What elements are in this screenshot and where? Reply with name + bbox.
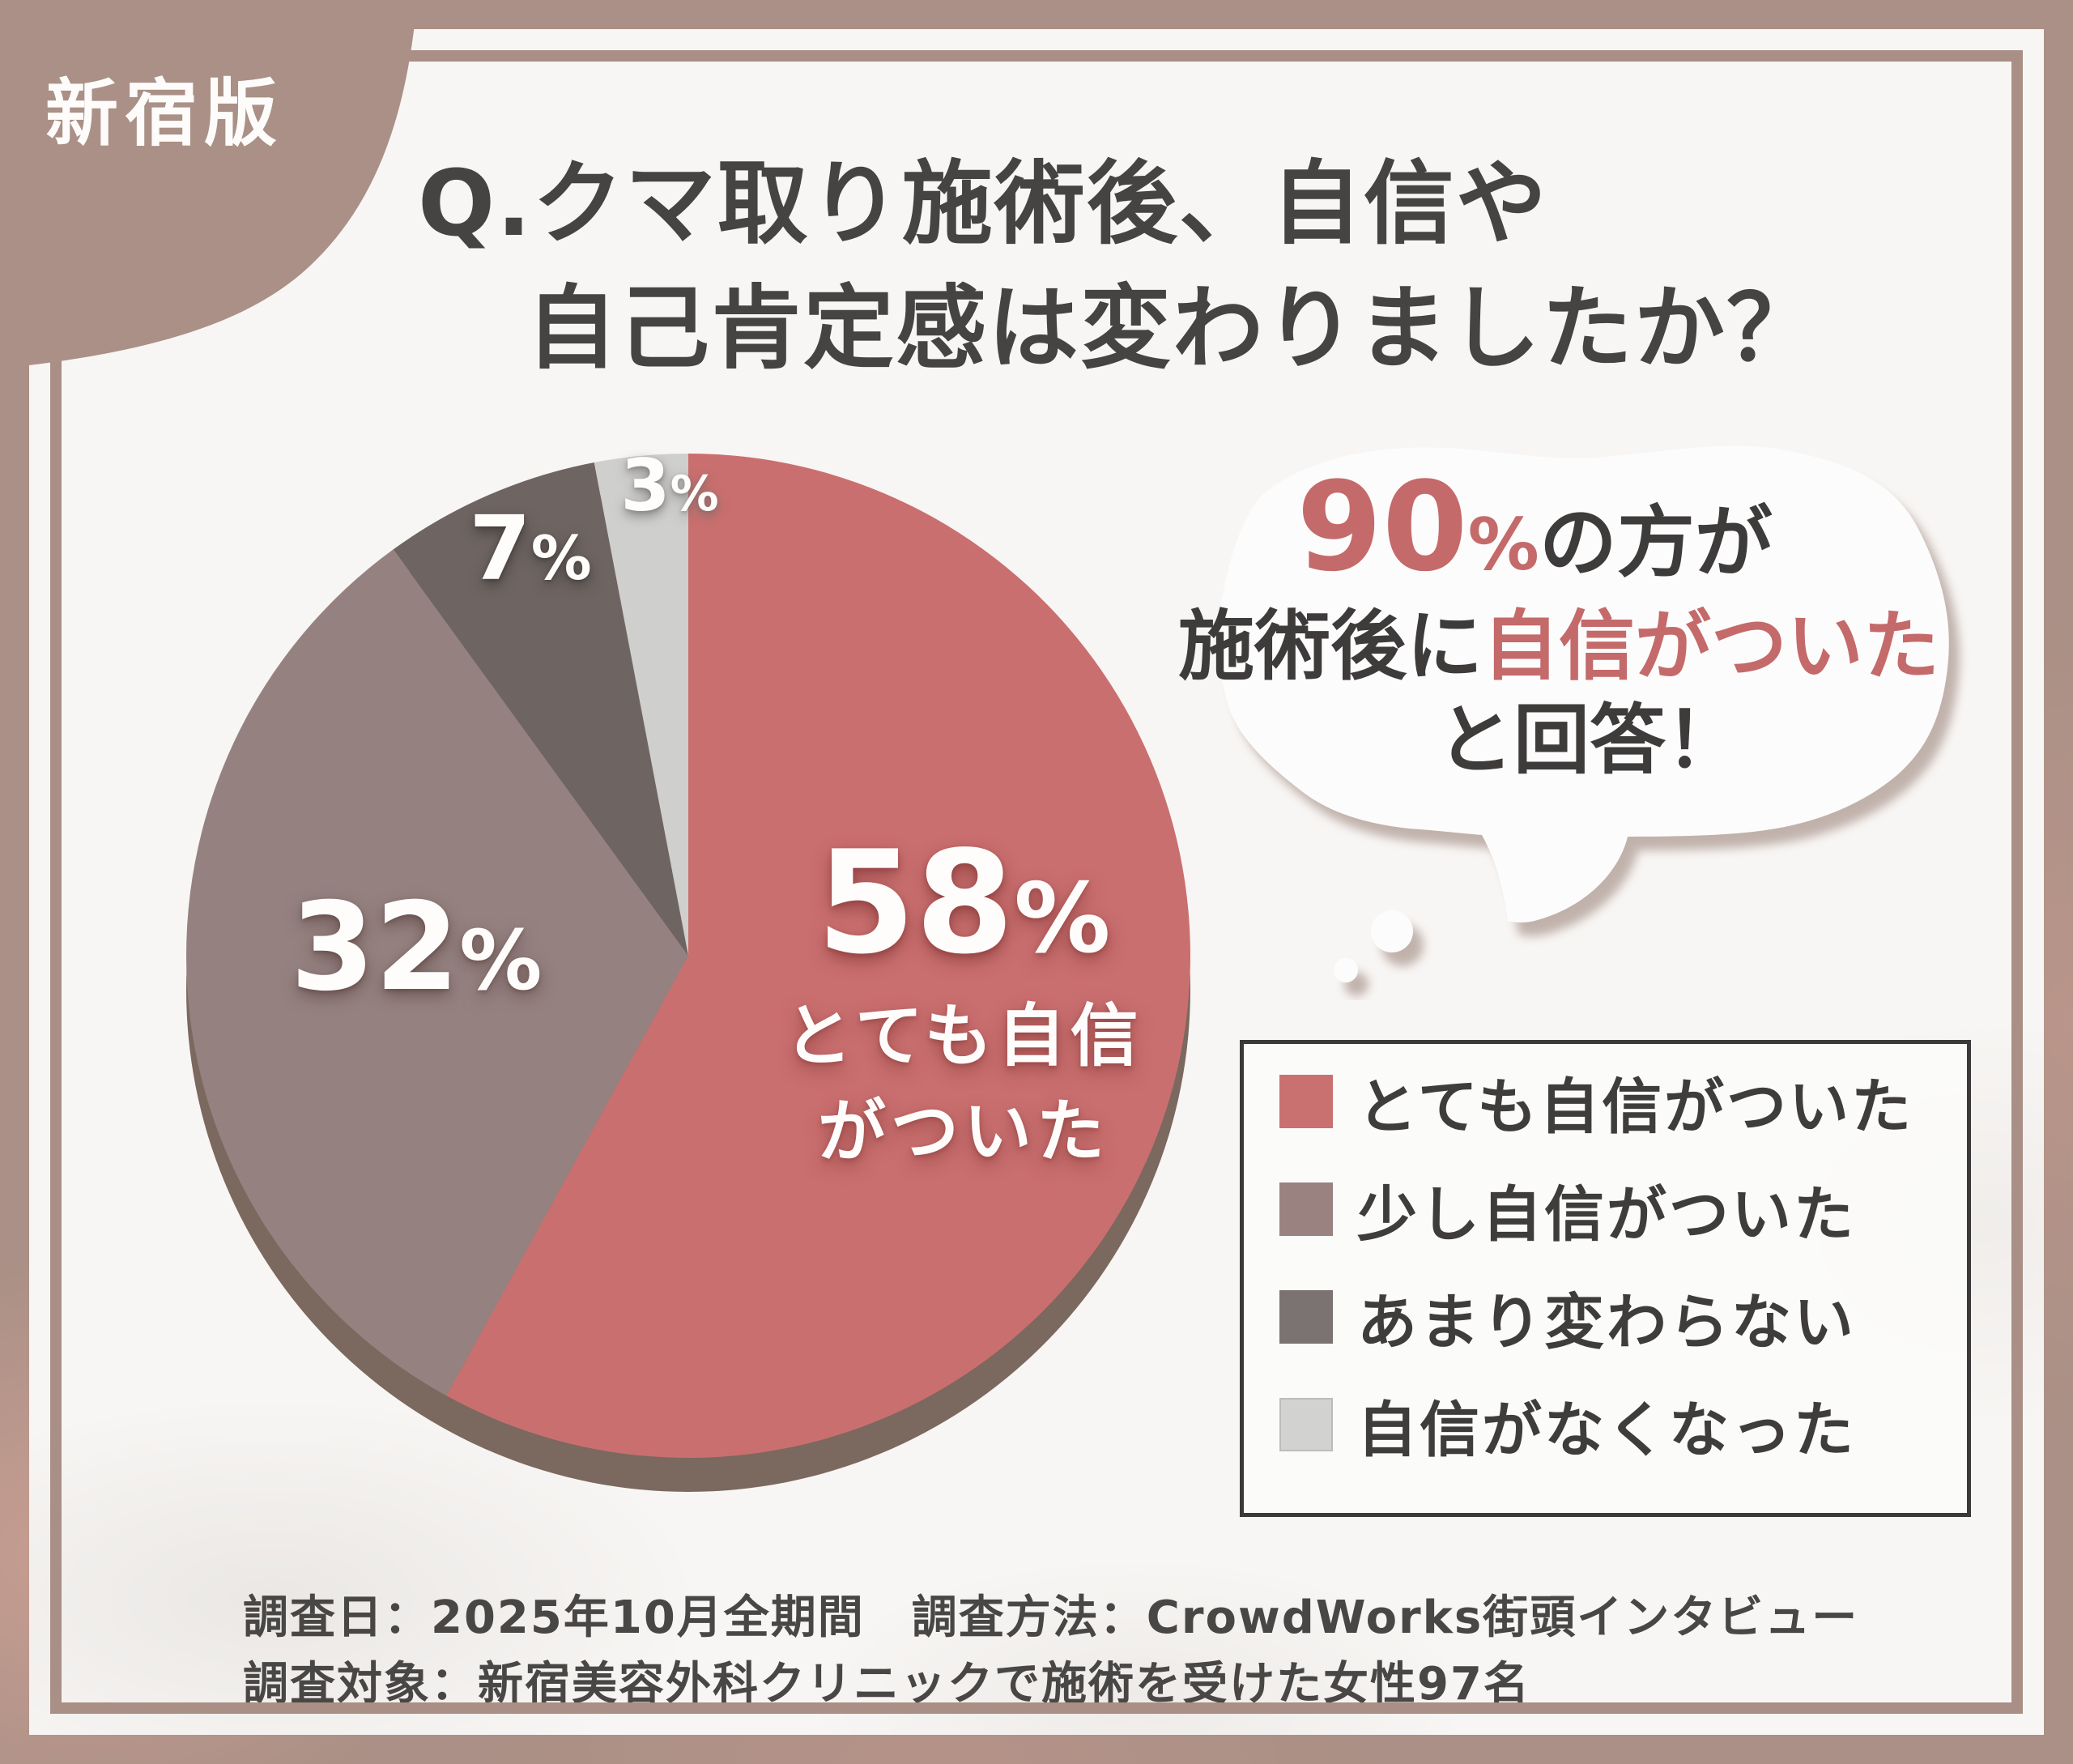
survey-meta-line-2: 調査対象：新宿美容外科クリニックで施術を受けた女性97名 bbox=[243, 1658, 1530, 1711]
legend-item-no-change: あまり変わらない bbox=[1279, 1288, 1967, 1357]
pie-chart bbox=[186, 454, 1191, 1492]
legend-swatch-darkgray bbox=[1279, 1290, 1333, 1344]
stat-90: 90 bbox=[1296, 455, 1468, 599]
pie-label-3: 3% bbox=[620, 444, 719, 527]
legend-item-very-confident: とても自信がついた bbox=[1279, 1072, 1967, 1142]
pie-slice-no-change bbox=[393, 462, 688, 956]
pie-slice-somewhat-confident bbox=[186, 549, 688, 1396]
pie-slice-very-confident bbox=[446, 454, 1191, 1458]
legend-swatch-mauve bbox=[1279, 1182, 1333, 1236]
pie-label-58: 58% とても自信 がついた bbox=[784, 821, 1143, 1171]
edition-badge: 新宿版 bbox=[45, 71, 283, 156]
legend-swatch-lightgray bbox=[1279, 1398, 1333, 1451]
bubble-line-3: と回答！ bbox=[1437, 697, 1742, 785]
legend-label: 自信がなくなった bbox=[1357, 1395, 1856, 1465]
page-title-line-1: Q.クマ取り施術後、自信や bbox=[418, 151, 1548, 257]
bubble-body bbox=[1218, 445, 1949, 982]
thought-dot-small bbox=[1334, 958, 1358, 982]
legend-swatch-red bbox=[1279, 1075, 1333, 1128]
bubble-line-2: 施術後に自信がついた bbox=[1178, 603, 1940, 691]
legend-item-lost-confidence: 自信がなくなった bbox=[1279, 1395, 1967, 1465]
legend-label: とても自信がついた bbox=[1357, 1072, 1914, 1142]
legend-box: とても自信がついた 少し自信がついた あまり変わらない 自信がなくなった bbox=[1240, 1040, 1971, 1517]
pie-slice-lost-confidence bbox=[594, 454, 688, 956]
pie-label-32: 32% bbox=[290, 877, 543, 1018]
pie-label-7: 7% bbox=[469, 496, 592, 600]
corner-badge-shape bbox=[0, 0, 417, 369]
survey-meta-line-1: 調査日：2025年10月全期間 調査方法：CrowdWorks街頭インタビュー bbox=[243, 1591, 1859, 1644]
thought-dot-large bbox=[1371, 910, 1413, 952]
legend-label: 少し自信がついた bbox=[1357, 1179, 1856, 1250]
page-title-line-2: 自己肯定感は変わりましたか？ bbox=[526, 276, 1819, 381]
bubble-line-1: 90%の方が bbox=[1296, 455, 1773, 599]
legend-item-somewhat-confident: 少し自信がついた bbox=[1279, 1180, 1967, 1250]
speech-bubble bbox=[1218, 445, 1960, 996]
legend-label: あまり変わらない bbox=[1357, 1287, 1856, 1357]
